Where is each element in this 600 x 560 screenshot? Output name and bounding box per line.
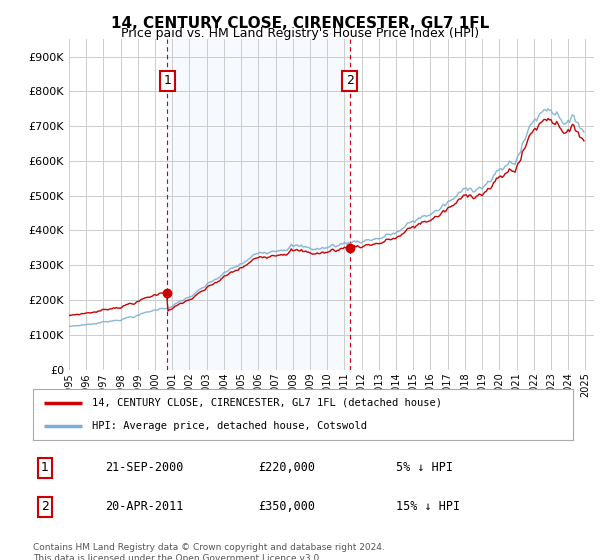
- Text: 1: 1: [41, 461, 49, 474]
- Text: 1: 1: [164, 74, 172, 87]
- Text: Contains HM Land Registry data © Crown copyright and database right 2024.
This d: Contains HM Land Registry data © Crown c…: [33, 543, 385, 560]
- Bar: [167, 39, 350, 370]
- Text: 5% ↓ HPI: 5% ↓ HPI: [396, 461, 453, 474]
- Text: £350,000: £350,000: [258, 500, 315, 514]
- Text: HPI: Average price, detached house, Cotswold: HPI: Average price, detached house, Cots…: [92, 421, 367, 431]
- Text: £220,000: £220,000: [258, 461, 315, 474]
- Text: Price paid vs. HM Land Registry's House Price Index (HPI): Price paid vs. HM Land Registry's House …: [121, 27, 479, 40]
- Text: 14, CENTURY CLOSE, CIRENCESTER, GL7 1FL (detached house): 14, CENTURY CLOSE, CIRENCESTER, GL7 1FL …: [92, 398, 442, 408]
- Text: 2: 2: [346, 74, 353, 87]
- Text: 20-APR-2011: 20-APR-2011: [105, 500, 184, 514]
- Text: 15% ↓ HPI: 15% ↓ HPI: [396, 500, 460, 514]
- Text: 2: 2: [41, 500, 49, 514]
- Text: 14, CENTURY CLOSE, CIRENCESTER, GL7 1FL: 14, CENTURY CLOSE, CIRENCESTER, GL7 1FL: [111, 16, 489, 31]
- Text: 21-SEP-2000: 21-SEP-2000: [105, 461, 184, 474]
